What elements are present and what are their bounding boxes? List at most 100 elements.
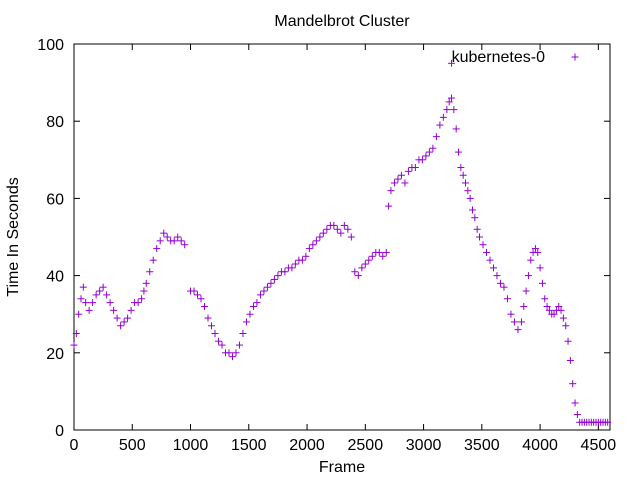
y-tick-label: 80: [46, 114, 64, 131]
data-point: [479, 241, 487, 249]
data-point: [503, 295, 511, 303]
data-point: [464, 187, 472, 195]
data-point: [510, 318, 518, 326]
data-point: [448, 94, 456, 102]
data-points: [70, 59, 612, 426]
x-tick-label: 1500: [231, 437, 267, 454]
data-point: [385, 202, 393, 210]
data-point: [288, 264, 296, 272]
data-point: [163, 233, 171, 241]
data-point: [319, 229, 327, 237]
data-point: [79, 283, 87, 291]
data-point: [127, 306, 135, 314]
y-axis-label: Time In Seconds: [5, 177, 22, 296]
data-point: [267, 279, 275, 287]
data-point: [156, 237, 164, 245]
data-point: [291, 260, 299, 268]
data-point: [120, 318, 128, 326]
data-point: [520, 302, 528, 310]
data-point: [450, 106, 458, 114]
data-point: [545, 306, 553, 314]
data-point: [75, 310, 83, 318]
x-tick-label: 3500: [464, 437, 500, 454]
data-point: [340, 221, 348, 229]
data-point: [110, 306, 118, 314]
data-point: [242, 318, 250, 326]
data-point: [418, 156, 426, 164]
data-point: [564, 337, 572, 345]
data-point: [177, 237, 185, 245]
data-point: [211, 330, 219, 337]
data-point: [387, 187, 395, 195]
data-point: [181, 241, 189, 249]
data-point: [263, 283, 271, 291]
data-point: [462, 179, 470, 187]
data-point: [500, 283, 508, 291]
data-point: [344, 225, 352, 233]
data-point: [146, 268, 154, 276]
data-point: [149, 256, 157, 264]
data-point: [448, 59, 456, 67]
data-point: [443, 106, 451, 114]
data-point: [432, 133, 440, 141]
data-point: [72, 330, 80, 337]
data-point: [239, 330, 247, 337]
data-point: [103, 291, 111, 299]
data-point: [422, 152, 430, 160]
data-point: [379, 252, 387, 260]
data-point: [113, 314, 121, 322]
data-point: [559, 314, 567, 322]
data-point: [85, 306, 93, 314]
y-tick-label: 60: [46, 191, 64, 208]
data-point: [309, 241, 317, 249]
y-tick-label: 20: [46, 346, 64, 363]
data-point: [246, 310, 254, 318]
data-point: [507, 310, 515, 318]
x-tick-label: 4000: [522, 437, 558, 454]
data-point: [323, 225, 331, 233]
data-point: [153, 245, 161, 253]
data-point: [475, 233, 483, 241]
data-point: [569, 380, 577, 388]
data-point: [106, 299, 114, 307]
data-point: [77, 295, 85, 303]
data-point: [466, 194, 474, 202]
data-point: [142, 279, 150, 287]
data-point: [249, 302, 257, 310]
data-point: [550, 310, 558, 318]
y-tick-label: 0: [55, 423, 64, 440]
data-point: [459, 171, 467, 179]
data-point: [555, 302, 563, 310]
x-axis-label: Frame: [319, 459, 365, 476]
data-point: [358, 264, 366, 272]
legend-marker: [571, 53, 579, 61]
data-point: [517, 318, 525, 326]
data-point: [305, 245, 313, 253]
x-tick-label: 1000: [173, 437, 209, 454]
data-point: [429, 144, 437, 152]
data-point: [225, 349, 233, 357]
x-tick-label: 500: [119, 437, 146, 454]
data-point: [368, 252, 376, 260]
data-point: [197, 295, 205, 303]
data-point: [298, 256, 306, 264]
data-point: [522, 287, 530, 295]
data-point: [99, 283, 107, 291]
x-tick-label: 3000: [406, 437, 442, 454]
y-tick-label: 40: [46, 269, 64, 286]
data-point: [218, 341, 226, 349]
data-point: [337, 229, 345, 237]
data-point: [534, 248, 542, 256]
data-point: [235, 341, 243, 349]
data-point: [425, 148, 433, 156]
data-point: [204, 314, 212, 322]
data-point: [469, 206, 477, 214]
data-point: [604, 418, 612, 426]
data-point: [174, 233, 182, 241]
x-tick-label: 0: [70, 437, 79, 454]
data-point: [489, 264, 497, 272]
data-point: [557, 306, 565, 314]
data-point: [543, 302, 551, 310]
data-point: [140, 287, 148, 295]
data-point: [138, 295, 146, 303]
